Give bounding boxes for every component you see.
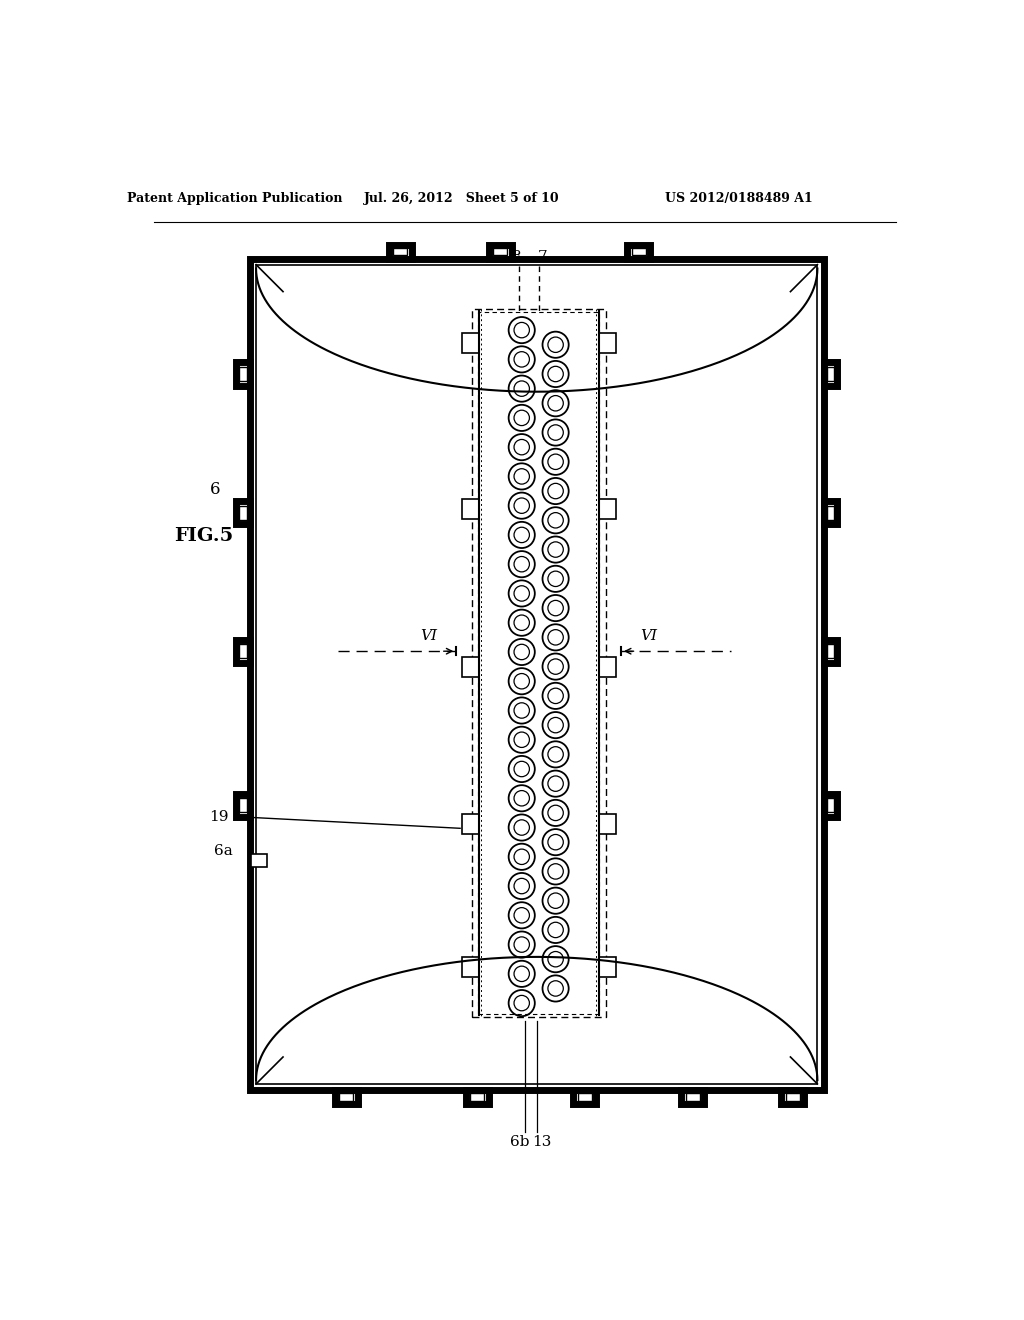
- Bar: [826, 367, 835, 381]
- Bar: [240, 644, 247, 659]
- Bar: [237, 640, 250, 663]
- Bar: [466, 1090, 488, 1104]
- Text: VI: VI: [640, 628, 657, 643]
- Bar: [573, 1090, 596, 1104]
- Text: 6: 6: [210, 480, 220, 498]
- Bar: [240, 367, 247, 381]
- Text: VI: VI: [420, 628, 437, 643]
- Bar: [462, 814, 478, 834]
- Bar: [462, 499, 478, 519]
- Bar: [470, 1093, 484, 1101]
- Bar: [628, 244, 650, 259]
- Bar: [462, 656, 478, 677]
- Text: 7: 7: [538, 249, 547, 264]
- Bar: [826, 506, 835, 520]
- Text: 13: 13: [532, 1135, 552, 1150]
- Bar: [494, 248, 507, 256]
- Text: Patent Application Publication: Patent Application Publication: [127, 191, 342, 205]
- Bar: [488, 244, 512, 259]
- Text: 6b: 6b: [510, 1135, 530, 1150]
- Bar: [823, 502, 838, 524]
- Bar: [250, 259, 823, 1090]
- Bar: [599, 957, 615, 977]
- Text: 6a: 6a: [214, 845, 232, 858]
- Bar: [478, 312, 599, 1014]
- Bar: [686, 1093, 699, 1101]
- Bar: [599, 333, 615, 354]
- Bar: [388, 244, 412, 259]
- Bar: [823, 640, 838, 663]
- Bar: [785, 1093, 800, 1101]
- Bar: [339, 1093, 353, 1101]
- Text: FIG.5: FIG.5: [174, 527, 233, 545]
- Bar: [823, 793, 838, 817]
- Bar: [781, 1090, 804, 1104]
- Bar: [240, 799, 247, 812]
- Bar: [632, 248, 646, 256]
- Bar: [578, 1093, 592, 1101]
- Bar: [472, 309, 605, 1016]
- Bar: [237, 363, 250, 385]
- Text: Jul. 26, 2012   Sheet 5 of 10: Jul. 26, 2012 Sheet 5 of 10: [364, 191, 559, 205]
- Bar: [240, 506, 247, 520]
- Bar: [237, 793, 250, 817]
- Bar: [252, 854, 267, 867]
- Bar: [462, 957, 478, 977]
- Bar: [462, 333, 478, 354]
- Bar: [681, 1090, 705, 1104]
- Bar: [599, 499, 615, 519]
- Text: 8: 8: [512, 249, 522, 264]
- Bar: [256, 264, 817, 1084]
- Bar: [335, 1090, 357, 1104]
- Text: US 2012/0188489 A1: US 2012/0188489 A1: [665, 191, 813, 205]
- Text: 19: 19: [209, 809, 228, 824]
- Bar: [826, 644, 835, 659]
- Bar: [826, 799, 835, 812]
- Bar: [599, 814, 615, 834]
- Bar: [823, 363, 838, 385]
- Bar: [599, 656, 615, 677]
- Bar: [237, 502, 250, 524]
- Bar: [393, 248, 407, 256]
